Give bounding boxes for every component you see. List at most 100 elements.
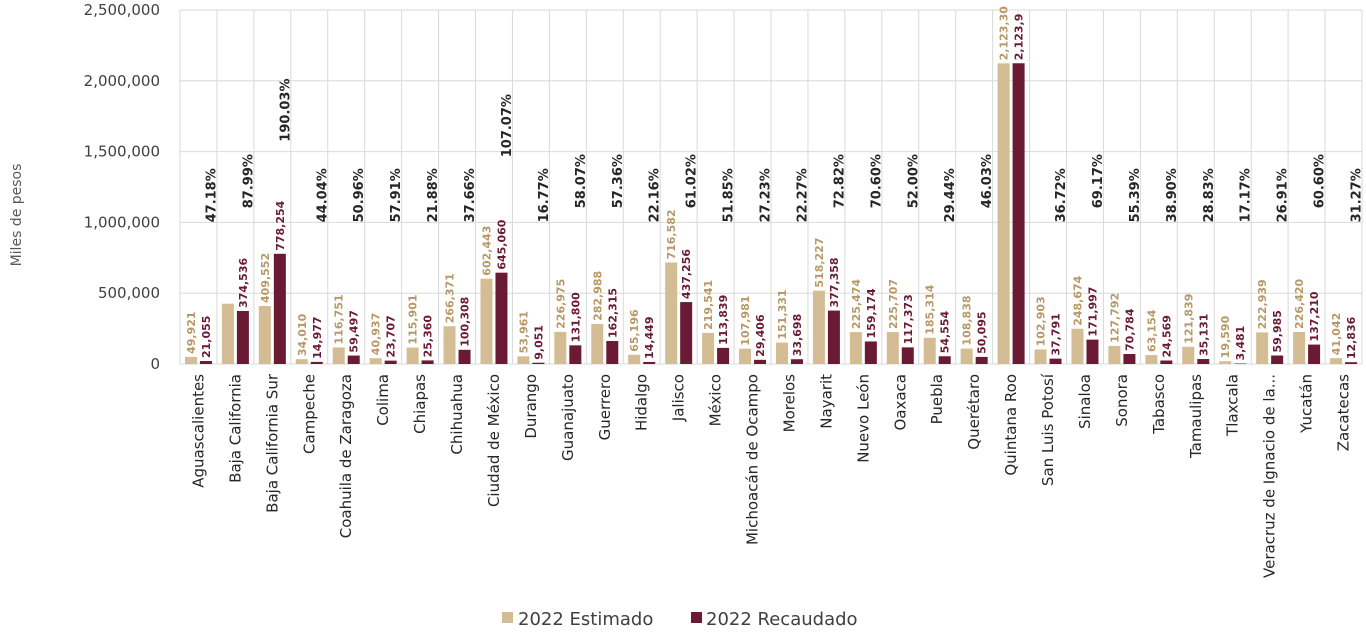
legend: 2022 Estimado 2022 Recaudado xyxy=(502,609,858,630)
data-label-estimado-12: 65,196 xyxy=(628,309,641,352)
x-tick-label-3: Campeche xyxy=(300,374,318,454)
bar-estimado-15 xyxy=(739,348,752,364)
bar-estimado-30 xyxy=(1293,331,1306,364)
bar-recaudado-21 xyxy=(975,356,988,364)
bar-recaudado-26 xyxy=(1160,360,1173,364)
data-label-estimado-27: 121,839 xyxy=(1182,294,1195,344)
x-tick-label-24: Sinaloa xyxy=(1076,374,1094,429)
bar-estimado-27 xyxy=(1182,346,1195,364)
bar-estimado-23 xyxy=(1034,349,1047,364)
data-label-recaudado-29: 59,985 xyxy=(1271,310,1284,352)
legend-label-recaudado: 2022 Recaudado xyxy=(706,609,858,630)
x-tick-label-7: Chihuahua xyxy=(448,374,466,455)
bar-recaudado-13 xyxy=(680,302,693,364)
bar-estimado-31 xyxy=(1330,358,1343,364)
data-label-recaudado-21: 50,095 xyxy=(976,311,989,353)
x-tick-label-0: Aguascalientes xyxy=(189,374,207,488)
bar-recaudado-3 xyxy=(310,361,323,364)
percent-label-27: 28.83% xyxy=(1202,168,1217,222)
data-label-estimado-25: 127,792 xyxy=(1108,293,1121,343)
x-tick-label-16: Morelos xyxy=(780,374,798,433)
data-label-estimado-29: 222,939 xyxy=(1256,279,1269,329)
data-label-recaudado-2: 778,254 xyxy=(274,200,287,250)
data-label-recaudado-27: 35,131 xyxy=(1197,314,1210,356)
x-tick-label-25: Sonora xyxy=(1113,374,1131,427)
gridlines xyxy=(179,9,1363,365)
data-label-recaudado-14: 113,839 xyxy=(717,295,730,345)
data-label-recaudado-24: 171,997 xyxy=(1086,287,1099,337)
x-tick-label-1: Baja California xyxy=(226,374,244,483)
bar-estimado-12 xyxy=(628,354,641,364)
percent-label-19: 52.00% xyxy=(906,154,921,208)
data-label-estimado-19: 225,707 xyxy=(887,279,900,329)
data-label-estimado-18: 225,474 xyxy=(850,279,863,329)
data-label-recaudado-12: 14,449 xyxy=(643,317,656,359)
percent-label-23: 36.72% xyxy=(1054,168,1069,222)
percent-label-2: 190.03% xyxy=(278,78,293,141)
x-tick-label-11: Guerrero xyxy=(596,374,614,440)
bar-estimado-6 xyxy=(406,347,419,364)
data-label-estimado-20: 185,314 xyxy=(924,284,937,334)
bar-estimado-11 xyxy=(591,323,604,364)
bar-estimado-16 xyxy=(775,342,788,364)
bar-estimado-29 xyxy=(1256,332,1269,364)
x-tick-label-20: Puebla xyxy=(928,374,946,424)
bar-estimado-26 xyxy=(1145,355,1158,364)
data-label-recaudado-30: 137,210 xyxy=(1308,291,1321,341)
bar-estimado-9 xyxy=(517,356,530,364)
percent-label-10: 58.07% xyxy=(574,154,589,208)
data-label-estimado-26: 63,154 xyxy=(1145,309,1158,352)
bar-recaudado-15 xyxy=(754,359,767,364)
percent-label-3: 44.04% xyxy=(315,168,330,222)
bar-estimado-10 xyxy=(554,331,567,364)
x-tick-label-29: Veracruz de Ignacio de la... xyxy=(1261,374,1279,578)
bar-recaudado-27 xyxy=(1197,359,1210,364)
percent-label-25: 55.39% xyxy=(1128,168,1143,222)
data-label-estimado-22: 2,123,30 xyxy=(998,6,1011,61)
data-label-estimado-4: 116,751 xyxy=(333,294,346,344)
percent-label-26: 38.90% xyxy=(1165,168,1180,222)
x-tick-label-26: Tabasco xyxy=(1150,374,1168,435)
bar-estimado-5 xyxy=(369,358,382,364)
x-tick-label-22: Quintana Roo xyxy=(1002,374,1020,476)
percent-label-18: 70.60% xyxy=(869,154,884,208)
data-label-estimado-2: 409,552 xyxy=(259,253,272,303)
percent-label-14: 51.85% xyxy=(722,168,737,222)
data-label-estimado-0: 49,921 xyxy=(185,311,198,353)
data-label-recaudado-25: 70,784 xyxy=(1123,308,1136,351)
bar-estimado-28 xyxy=(1219,361,1232,364)
y-axis: 0 500,000 1,000,000 1,500,000 2,000,000 2,500… xyxy=(84,1,160,373)
data-label-estimado-16: 151,331 xyxy=(776,289,789,339)
y-tick-label-3: 1,500,000 xyxy=(84,143,160,161)
bar-recaudado-1 xyxy=(236,310,249,364)
bar-estimado-0 xyxy=(184,356,197,364)
data-label-estimado-5: 40,937 xyxy=(370,313,383,355)
data-label-recaudado-16: 33,698 xyxy=(791,314,804,356)
x-tick-label-4: Coahuila de Zaragoza xyxy=(337,374,355,538)
x-tick-label-14: México xyxy=(707,374,725,426)
percent-label-1: 87.99% xyxy=(241,154,256,208)
data-label-recaudado-7: 100,308 xyxy=(459,297,472,347)
x-tick-label-6: Chiapas xyxy=(411,374,429,434)
x-tick-label-30: Yucatán xyxy=(1298,374,1316,434)
x-tick-label-28: Tlaxcala xyxy=(1224,374,1242,437)
data-label-recaudado-23: 37,791 xyxy=(1050,313,1063,355)
bar-recaudado-14 xyxy=(717,347,730,364)
data-label-estimado-7: 266,371 xyxy=(444,273,457,323)
data-label-recaudado-19: 117,373 xyxy=(902,294,915,344)
data-label-estimado-8: 602,443 xyxy=(480,226,493,276)
percent-label-7: 37.66% xyxy=(463,168,478,222)
percent-label-29: 26.91% xyxy=(1276,168,1291,222)
data-label-recaudado-28: 3,481 xyxy=(1234,326,1247,361)
x-tick-label-21: Querétaro xyxy=(965,374,983,450)
x-tick-label-31: Zacatecas xyxy=(1335,374,1353,451)
y-tick-label-4: 2,000,000 xyxy=(84,72,160,90)
bar-estimado-21 xyxy=(960,348,973,364)
data-label-recaudado-5: 23,707 xyxy=(385,315,398,357)
x-tick-label-15: Michoacán de Ocampo xyxy=(744,374,762,545)
bar-recaudado-4 xyxy=(347,355,360,364)
percent-label-8: 107.07% xyxy=(500,94,515,157)
data-label-recaudado-9: 9,051 xyxy=(532,325,545,360)
data-label-recaudado-22: 2,123,9 xyxy=(1013,14,1026,61)
percent-label-15: 27.23% xyxy=(759,168,774,222)
